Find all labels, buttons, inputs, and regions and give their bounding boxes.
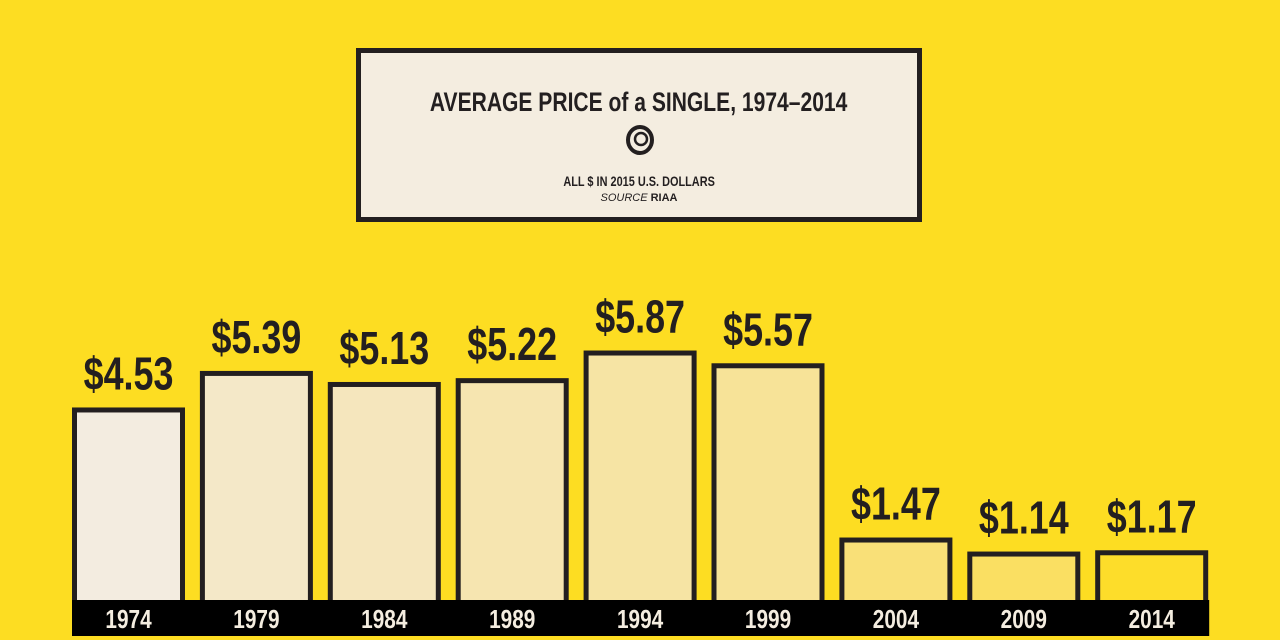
value-label-1999: $5.57 [723,304,813,355]
bar-1984 [327,381,441,607]
value-label-2014: $1.17 [1107,491,1197,542]
value-label-1989: $5.22 [467,319,557,370]
bar-1979 [199,370,313,607]
value-label-2004: $1.47 [851,478,941,529]
value-label-1974: $4.53 [84,348,174,399]
value-label-1984: $5.13 [339,323,429,374]
value-label-2009: $1.14 [979,492,1069,543]
bar-1994 [583,350,697,607]
bar-1999 [711,363,825,607]
x-axis-band [72,600,1210,636]
bar-2004 [839,537,953,608]
chart-title: AVERAGE PRICE of a SINGLE, 1974–2014 [430,87,848,117]
x-tick-label-1989: 1989 [489,605,535,634]
x-tick-label-2014: 2014 [1129,605,1175,634]
x-tick-label-1979: 1979 [233,605,279,634]
x-tick-label-1984: 1984 [361,605,407,634]
value-label-1979: $5.39 [212,312,302,363]
x-tick-label-1999: 1999 [745,605,791,634]
source-note: SOURCE RIAA [600,192,678,204]
bar-1974 [72,407,185,607]
spiral-record-icon [626,125,654,155]
x-tick-label-2009: 2009 [1001,605,1047,634]
x-tick-label-1994: 1994 [617,605,663,634]
x-tick-label-1974: 1974 [105,605,151,634]
x-tick-label-2004: 2004 [873,605,919,634]
bar-1989 [455,378,569,607]
chart-subtitle: ALL $ IN 2015 U.S. DOLLARS [563,173,715,189]
title-box: AVERAGE PRICE of a SINGLE, 1974–2014 ALL… [356,48,922,222]
value-label-1994: $5.87 [595,291,685,342]
bar-2014 [1095,550,1209,608]
bar-2009 [967,551,1081,607]
